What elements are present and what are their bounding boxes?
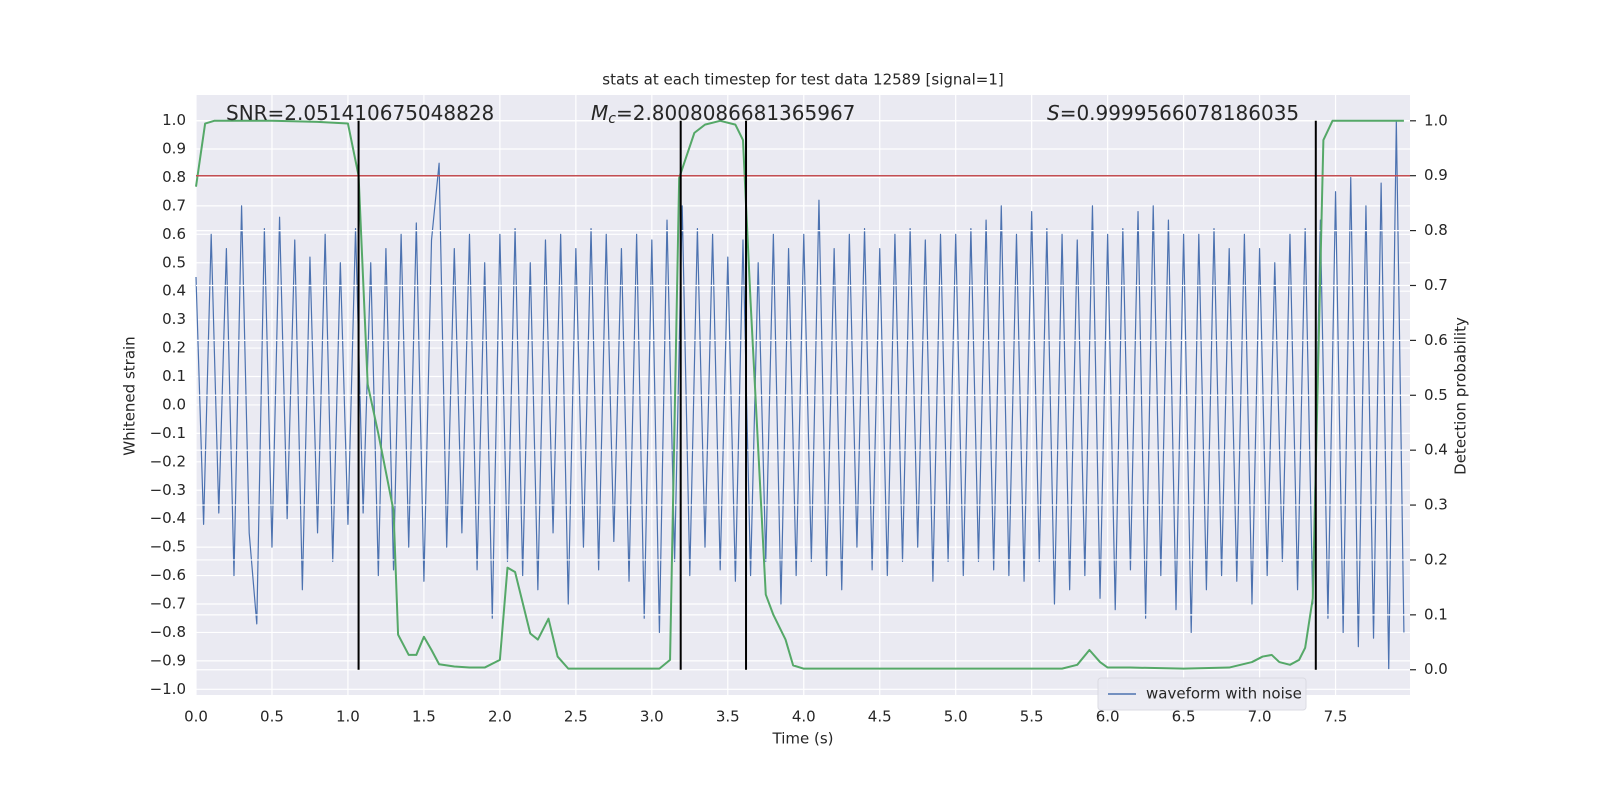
y-tick-label: −0.3 bbox=[150, 481, 186, 499]
y-tick-label: −0.2 bbox=[150, 452, 186, 470]
y-tick-label: 0.3 bbox=[162, 310, 186, 328]
annotation-text: =2.8008086681365967 bbox=[616, 101, 855, 125]
x-tick-label: 5.5 bbox=[1020, 708, 1044, 726]
x-tick-label: 3.0 bbox=[640, 708, 664, 726]
annotation-symbol: M bbox=[591, 101, 608, 125]
x-tick-label: 6.5 bbox=[1172, 708, 1196, 726]
chart-title: stats at each timestep for test data 125… bbox=[602, 71, 1003, 89]
annotation-text: SNR=2.051410675048828 bbox=[226, 101, 494, 125]
legend-label: waveform with noise bbox=[1146, 685, 1302, 703]
annotation-symbol: S bbox=[1047, 101, 1060, 125]
y-tick-label: −0.1 bbox=[150, 424, 186, 442]
x-tick-label: 0.5 bbox=[260, 708, 284, 726]
x-tick-label: 7.0 bbox=[1248, 708, 1272, 726]
annotation: S=0.9999566078186035 bbox=[1047, 101, 1299, 125]
series-line bbox=[195, 119, 1405, 671]
y2-tick-label: 0.9 bbox=[1424, 166, 1448, 184]
y-tick-label: −0.5 bbox=[150, 538, 186, 556]
y-tick-label: 0.5 bbox=[162, 253, 186, 271]
y2-tick-label: 1.0 bbox=[1424, 111, 1448, 129]
x-tick-label: 2.0 bbox=[488, 708, 512, 726]
x-tick-label: 7.5 bbox=[1324, 708, 1348, 726]
y-tick-label: 0.4 bbox=[162, 282, 186, 300]
annotation: Mc=2.8008086681365967 bbox=[591, 101, 855, 128]
x-tick-label: 5.0 bbox=[944, 708, 968, 726]
y2-tick-label: 0.0 bbox=[1424, 660, 1448, 678]
y2-tick-label: 0.3 bbox=[1424, 496, 1448, 514]
y2-tick-label: 0.8 bbox=[1424, 221, 1448, 239]
y-tick-label: 0.7 bbox=[162, 196, 186, 214]
y2-tick-label: 0.2 bbox=[1424, 550, 1448, 568]
x-tick-label: 0.0 bbox=[184, 708, 208, 726]
y-axis-label: Whitened strain bbox=[121, 336, 139, 455]
y-tick-label: 0.2 bbox=[162, 339, 186, 357]
y2-tick-label: 0.1 bbox=[1424, 605, 1448, 623]
y-tick-label: 0.6 bbox=[162, 225, 186, 243]
marks bbox=[195, 119, 1405, 671]
y-tick-label: −0.9 bbox=[150, 651, 186, 669]
legend-box bbox=[1097, 677, 1307, 711]
annotation-subscript: c bbox=[608, 111, 616, 127]
annotation: SNR=2.051410675048828 bbox=[226, 101, 494, 125]
y2-axis-label: Detection probability bbox=[1452, 317, 1470, 475]
y-tick-label: 0.9 bbox=[162, 140, 186, 158]
y-tick-label: −0.8 bbox=[150, 623, 186, 641]
x-tick-label: 1.5 bbox=[412, 708, 436, 726]
y-tick-label: −0.6 bbox=[150, 566, 186, 584]
annotation-text: =0.9999566078186035 bbox=[1060, 101, 1299, 125]
y2-tick-label: 0.7 bbox=[1424, 276, 1448, 294]
x-tick-label: 2.5 bbox=[564, 708, 588, 726]
x-tick-label: 4.0 bbox=[792, 708, 816, 726]
series-line bbox=[195, 119, 1404, 670]
y-tick-label: −0.7 bbox=[150, 595, 186, 613]
x-tick-label: 1.0 bbox=[336, 708, 360, 726]
x-tick-label: 3.5 bbox=[716, 708, 740, 726]
y2-tick-label: 0.4 bbox=[1424, 441, 1448, 459]
x-axis-label: Time (s) bbox=[772, 730, 834, 748]
y2-tick-label: 0.6 bbox=[1424, 331, 1448, 349]
y-tick-label: 0.0 bbox=[162, 395, 186, 413]
x-tick-label: 6.0 bbox=[1096, 708, 1120, 726]
y-tick-label: −0.4 bbox=[150, 509, 186, 527]
y-tick-label: 0.1 bbox=[162, 367, 186, 385]
y-tick-label: 0.8 bbox=[162, 168, 186, 186]
y-tick-label: −1.0 bbox=[150, 680, 186, 698]
x-tick-label: 4.5 bbox=[868, 708, 892, 726]
y2-tick-label: 0.5 bbox=[1424, 386, 1448, 404]
y-tick-label: 1.0 bbox=[162, 111, 186, 129]
